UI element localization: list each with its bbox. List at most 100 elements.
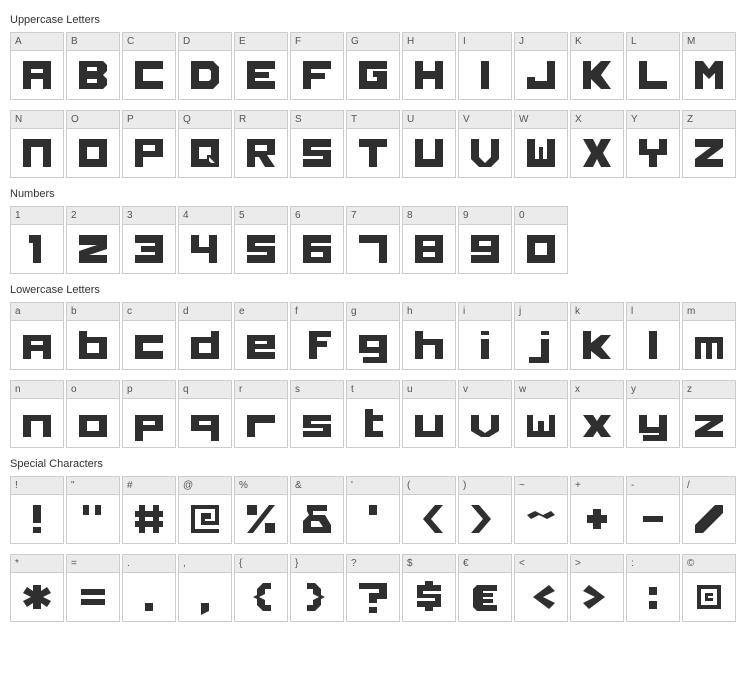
glyph-display [347, 495, 399, 543]
glyph-cell: * [10, 554, 64, 622]
glyph-display [235, 129, 287, 177]
glyph-display [571, 495, 623, 543]
glyph-display [291, 321, 343, 369]
glyph-cell: . [122, 554, 176, 622]
glyph-display [347, 399, 399, 447]
glyph-label: M [683, 33, 735, 51]
glyph-cell: R [234, 110, 288, 178]
glyph-cell: o [66, 380, 120, 448]
glyph-display [347, 321, 399, 369]
glyph-display [515, 399, 567, 447]
glyph-cell: $ [402, 554, 456, 622]
glyph-display [627, 495, 679, 543]
glyph-display [291, 51, 343, 99]
glyph-display [291, 495, 343, 543]
glyph-cell: q [178, 380, 232, 448]
glyph-label: . [123, 555, 175, 573]
glyph-display [571, 321, 623, 369]
glyph-display [571, 573, 623, 621]
glyph-display [123, 321, 175, 369]
glyph-label: * [11, 555, 63, 573]
glyph-cell: V [458, 110, 512, 178]
glyph-label: } [291, 555, 343, 573]
glyph-label: W [515, 111, 567, 129]
glyph-label: C [123, 33, 175, 51]
glyph-cell: e [234, 302, 288, 370]
glyph-label: , [179, 555, 231, 573]
glyph-label: A [11, 33, 63, 51]
glyph-cell: K [570, 32, 624, 100]
glyph-cell: i [458, 302, 512, 370]
glyph-display [403, 573, 455, 621]
glyph-display [11, 573, 63, 621]
glyph-label: @ [179, 477, 231, 495]
glyph-display [123, 51, 175, 99]
glyph-display [459, 573, 511, 621]
glyph-display [515, 321, 567, 369]
glyph-display [403, 225, 455, 273]
glyph-label: / [683, 477, 735, 495]
glyph-label: Z [683, 111, 735, 129]
glyph-display [683, 495, 735, 543]
glyph-display [403, 51, 455, 99]
glyph-cell: W [514, 110, 568, 178]
glyph-cell: F [290, 32, 344, 100]
glyph-cell: ? [346, 554, 400, 622]
glyph-label: h [403, 303, 455, 321]
glyph-label: E [235, 33, 287, 51]
glyph-display [683, 321, 735, 369]
glyph-label: Q [179, 111, 231, 129]
glyph-label: a [11, 303, 63, 321]
glyph-label: D [179, 33, 231, 51]
glyph-label: b [67, 303, 119, 321]
glyph-display [515, 495, 567, 543]
glyph-cell: 3 [122, 206, 176, 274]
glyph-row: 1234567890 [10, 206, 738, 274]
glyph-label: : [627, 555, 679, 573]
glyph-label: d [179, 303, 231, 321]
glyph-display [179, 321, 231, 369]
glyph-label: 9 [459, 207, 511, 225]
glyph-label: e [235, 303, 287, 321]
glyph-label: g [347, 303, 399, 321]
glyph-label: J [515, 33, 567, 51]
glyph-label: q [179, 381, 231, 399]
glyph-cell: O [66, 110, 120, 178]
glyph-label: 8 [403, 207, 455, 225]
glyph-display [123, 225, 175, 273]
glyph-display [11, 225, 63, 273]
glyph-label: - [627, 477, 679, 495]
glyph-cell: m [682, 302, 736, 370]
glyph-label: H [403, 33, 455, 51]
glyph-cell: P [122, 110, 176, 178]
glyph-display [179, 51, 231, 99]
glyph-cell: I [458, 32, 512, 100]
glyph-row: *=.,{}?$€<>:© [10, 554, 738, 622]
glyph-cell: A [10, 32, 64, 100]
glyph-label: k [571, 303, 623, 321]
glyph-cell: U [402, 110, 456, 178]
glyph-label: y [627, 381, 679, 399]
glyph-label: $ [403, 555, 455, 573]
glyph-cell: T [346, 110, 400, 178]
glyph-cell: + [570, 476, 624, 544]
glyph-cell: : [626, 554, 680, 622]
glyph-display [347, 225, 399, 273]
glyph-cell: " [66, 476, 120, 544]
glyph-label: 7 [347, 207, 399, 225]
section-title: Special Characters [10, 458, 738, 470]
glyph-display [459, 321, 511, 369]
glyph-cell: > [570, 554, 624, 622]
glyph-cell: ) [458, 476, 512, 544]
glyph-label: S [291, 111, 343, 129]
glyph-cell: 5 [234, 206, 288, 274]
glyph-label: 3 [123, 207, 175, 225]
glyph-cell: t [346, 380, 400, 448]
glyph-cell: / [682, 476, 736, 544]
section-title: Lowercase Letters [10, 284, 738, 296]
glyph-label: r [235, 381, 287, 399]
glyph-display [67, 129, 119, 177]
glyph-display [515, 51, 567, 99]
glyph-cell: a [10, 302, 64, 370]
glyph-cell: G [346, 32, 400, 100]
